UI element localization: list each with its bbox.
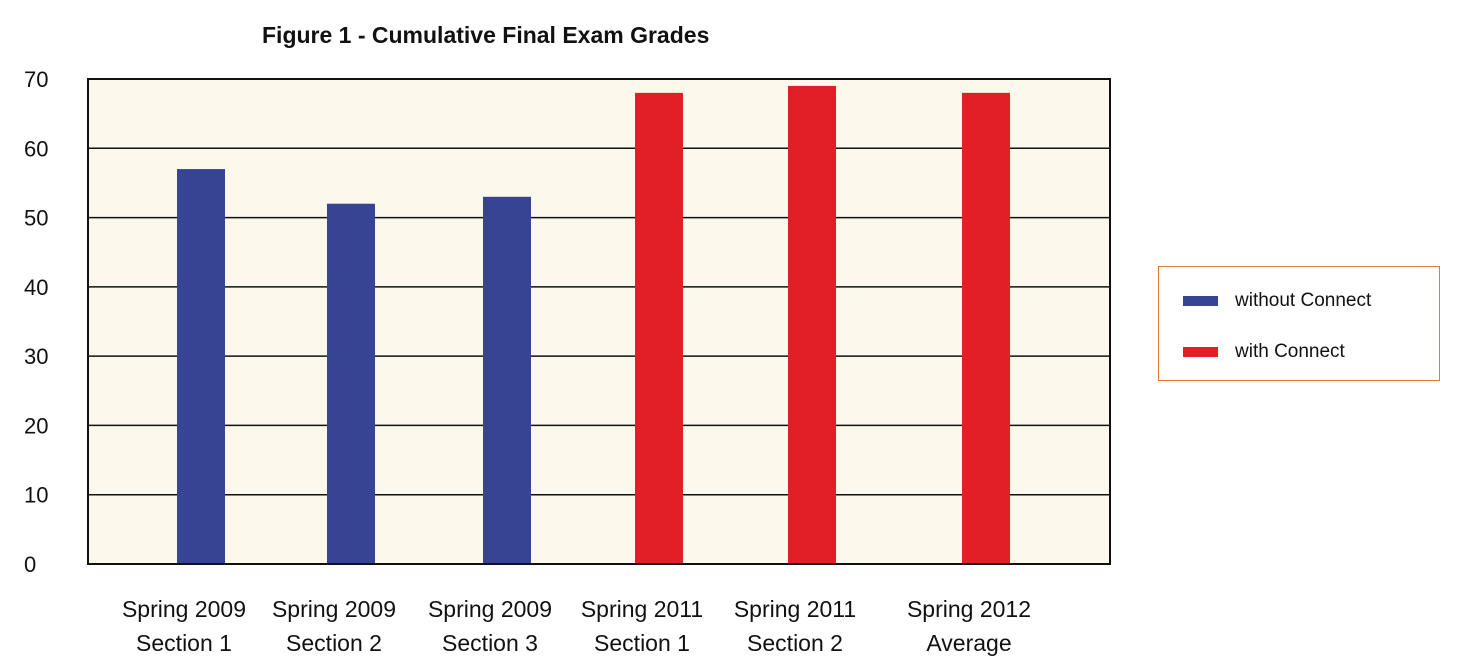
x-tick-label: Spring 2009 (272, 596, 396, 622)
chart-title: Figure 1 - Cumulative Final Exam Grades (262, 22, 710, 48)
x-tick-label: Spring 2012 (907, 596, 1031, 622)
x-axis-ticks: Spring 2009 Section 1 Spring 2009 Section 2… (122, 596, 1031, 656)
x-tick-label: Section 3 (442, 630, 538, 656)
x-tick-label: Spring 2011 (581, 596, 703, 622)
legend-item-with-connect: with Connect (1183, 340, 1345, 364)
y-tick-label: 0 (24, 552, 36, 577)
bar (177, 169, 225, 565)
y-tick-label: 60 (24, 136, 48, 161)
bar (635, 92, 683, 564)
x-tick-label: Section 2 (747, 630, 843, 656)
y-tick-label: 30 (24, 344, 48, 369)
x-tick-label: Average (926, 630, 1011, 656)
legend-label-without-connect: without Connect (1235, 290, 1372, 311)
y-tick-label: 50 (24, 206, 48, 231)
bar (788, 85, 836, 564)
bar (327, 203, 375, 564)
legend-swatch-with-connect (1183, 347, 1218, 357)
bars (177, 85, 1010, 565)
legend-item-without-connect: without Connect (1183, 289, 1371, 313)
plot-area (88, 79, 1110, 564)
x-tick-label: Spring 2011 (734, 596, 856, 622)
x-tick-label: Section 1 (594, 630, 690, 656)
bar (962, 92, 1010, 564)
plot-frame (87, 78, 1111, 565)
x-tick-label: Spring 2009 (428, 596, 552, 622)
y-tick-label: 10 (24, 483, 48, 508)
gridlines (88, 147, 1110, 496)
legend-label-with-connect: with Connect (1235, 341, 1345, 362)
x-tick-label: Spring 2009 (122, 596, 246, 622)
y-tick-label: 20 (24, 413, 48, 438)
x-tick-label: Section 1 (136, 630, 232, 656)
y-tick-label: 70 (24, 67, 48, 92)
y-axis-ticks: 0 10 20 30 40 50 60 70 (24, 67, 48, 577)
legend-swatch-without-connect (1183, 296, 1218, 306)
bar (483, 196, 531, 565)
y-tick-label: 40 (24, 275, 48, 300)
x-tick-label: Section 2 (286, 630, 382, 656)
legend: without Connect with Connect (1158, 266, 1440, 381)
